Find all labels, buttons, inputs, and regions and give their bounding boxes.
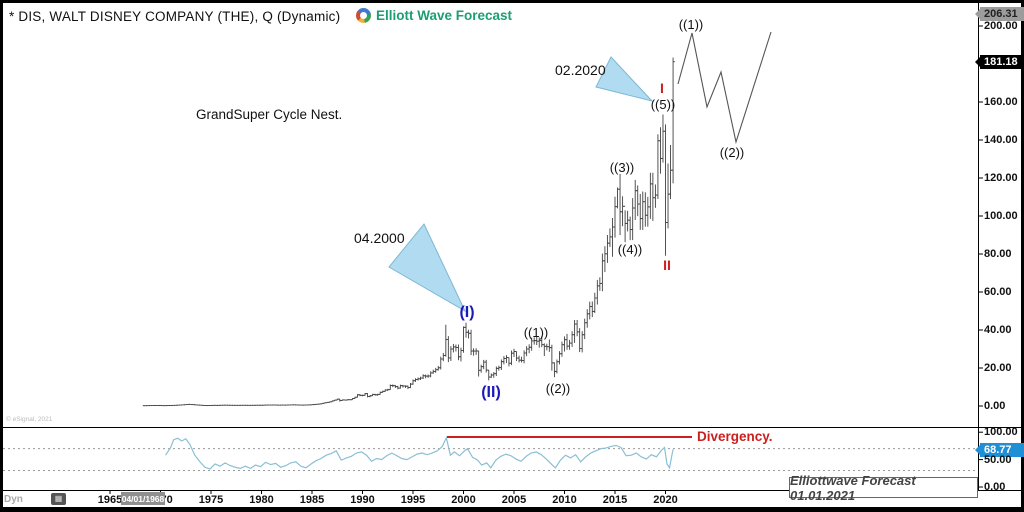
year-axis-label: 1985 <box>299 494 325 506</box>
price-axis-label: 40.00 <box>984 324 1012 336</box>
wave-annotation: ((1)) <box>523 325 549 340</box>
wave-annotation: ((4)) <box>617 242 643 257</box>
elliott-wave-logo-icon <box>356 8 371 23</box>
wave-annotation: ((1)) <box>678 17 704 32</box>
axis-separator-line <box>978 3 979 490</box>
year-axis-label: 1980 <box>249 494 274 506</box>
price-axis-label: 160.00 <box>984 96 1018 108</box>
wave-annotation: 02.2020 <box>555 62 606 78</box>
brand-logo-label: Elliott Wave Forecast <box>376 8 513 23</box>
first-bar-date-tag: 04/01/1968 <box>121 492 165 505</box>
wave-annotation: ((2)) <box>545 381 571 396</box>
symbol-title: * DIS, WALT DISNEY COMPANY (THE), Q (Dyn… <box>9 9 341 24</box>
wave-annotation: 04.2000 <box>354 230 405 246</box>
year-axis-label: 1975 <box>198 494 224 506</box>
price-axis-label: 20.00 <box>984 362 1012 374</box>
last-price-tag: 181.18 <box>975 55 1024 69</box>
wave-annotation: ((5)) <box>650 97 676 112</box>
wave-annotation: (II) <box>481 384 501 401</box>
year-axis-label: 2020 <box>653 494 678 506</box>
esignal-watermark: © eSignal, 2021 <box>6 416 53 423</box>
price-bars <box>142 57 675 407</box>
price-axis-label: 100.00 <box>984 210 1018 222</box>
wave-annotation: I <box>660 80 664 96</box>
panel-separator-line <box>3 427 1021 428</box>
year-axis-label: 2005 <box>501 494 527 506</box>
price-axis-label: 0.00 <box>984 400 1006 412</box>
indicator-axis-label: 50.00 <box>984 453 1012 466</box>
time-axis-line <box>3 490 1021 491</box>
year-axis-label: 2015 <box>602 494 628 506</box>
year-axis-label: 2000 <box>451 494 476 506</box>
indicator-axis-label: 0.00 <box>984 481 1006 493</box>
divergence-label: Divergency. <box>697 429 773 444</box>
price-axis-label: 140.00 <box>984 134 1018 146</box>
price-axis-label: 80.00 <box>984 248 1012 260</box>
wave-annotation: GrandSuper Cycle Nest. <box>196 107 343 122</box>
indicator-last-tag: 68.77 <box>975 443 1024 457</box>
elliott-projection-path <box>677 31 772 145</box>
axis-high-tag: 206.31 <box>975 7 1024 21</box>
wave-annotation: (I) <box>459 304 475 321</box>
chart-style-icon[interactable]: ▦ <box>51 493 66 505</box>
brand-logo: Elliott Wave Forecast <box>356 8 512 23</box>
year-axis-label: 1965 <box>97 494 123 506</box>
year-axis-label: 2010 <box>552 494 577 506</box>
price-axis-label: 120.00 <box>984 172 1018 184</box>
year-axis-label: 1990 <box>350 494 375 506</box>
indicator-axis-label: 100.00 <box>984 426 1018 439</box>
wedge-04-2000 <box>388 223 467 313</box>
wave-annotation: II <box>663 257 671 273</box>
wave-annotation: ((2)) <box>719 145 745 160</box>
oscillator-line <box>165 435 674 470</box>
forecast-date-stamp: Elliottwave Forecast 01.01.2021 <box>789 473 978 503</box>
year-axis-label: 1995 <box>400 494 426 506</box>
chart-background <box>3 3 1021 507</box>
wave-annotation: ((3)) <box>609 160 635 175</box>
wedge-02-2020 <box>595 56 654 102</box>
price-axis-label: 200.00 <box>984 20 1018 32</box>
price-axis-label: 60.00 <box>984 286 1012 298</box>
dyn-mode-label: Dyn <box>4 494 23 505</box>
